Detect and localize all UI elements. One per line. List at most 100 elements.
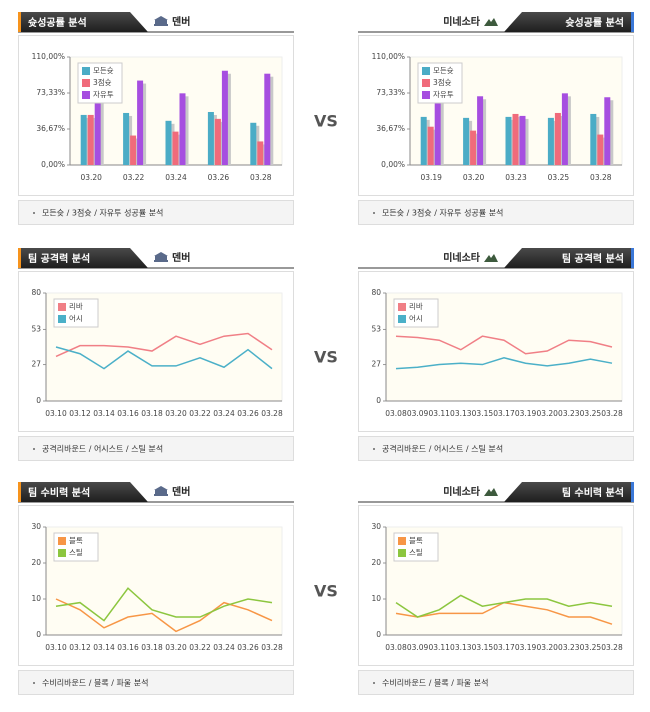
bar — [463, 117, 470, 165]
y-tick-label: 10 — [371, 594, 381, 603]
bar — [590, 113, 597, 165]
y-tick-label: 0 — [36, 396, 41, 405]
bar — [427, 126, 434, 165]
header-accent — [631, 482, 634, 502]
x-tick-label: 03.25 — [580, 643, 602, 652]
y-tick-label: 0,00% — [41, 160, 65, 169]
x-tick-label: 03.13 — [450, 409, 472, 418]
x-tick-label: 03.08 — [385, 643, 407, 652]
team-name: 미네소타 — [443, 15, 481, 28]
caption-bullet — [33, 212, 35, 214]
bar — [561, 93, 568, 165]
legend-label: 블록 — [409, 536, 423, 545]
team-icon — [154, 16, 168, 26]
x-tick-label: 03.14 — [93, 409, 115, 418]
header-tab — [504, 12, 634, 32]
vs-label: VS — [314, 112, 338, 131]
line-series — [55, 587, 273, 622]
bar — [221, 70, 228, 165]
x-tick-label: 03.24 — [165, 173, 187, 182]
x-tick-label: 03.17 — [493, 409, 515, 418]
y-tick-label: 0,00% — [381, 160, 405, 169]
line-series — [55, 346, 273, 370]
y-tick-label: 53 — [31, 324, 41, 333]
legend-swatch — [422, 91, 430, 99]
bar — [179, 93, 186, 165]
x-tick-label: 03.20 — [536, 643, 558, 652]
bar — [505, 116, 512, 165]
x-tick-label: 03.28 — [261, 643, 283, 652]
x-tick-label: 03.22 — [189, 643, 211, 652]
x-tick-label: 03.26 — [237, 643, 259, 652]
legend-swatch — [58, 537, 66, 545]
bar — [420, 116, 427, 165]
team-icon — [484, 488, 498, 496]
legend-swatch — [82, 91, 90, 99]
legend-label: 리바 — [69, 301, 83, 311]
legend-label: 모든슛 — [433, 66, 454, 75]
caption-bullet — [373, 448, 375, 450]
header-accent — [18, 248, 21, 268]
caption-bullet — [33, 682, 35, 684]
team-icon — [154, 252, 168, 262]
x-tick-label: 03.13 — [450, 643, 472, 652]
panel-title: 팀 공격력 분석 — [562, 252, 624, 265]
x-tick-label: 03.25 — [580, 409, 602, 418]
bar — [554, 112, 561, 165]
x-tick-label: 03.20 — [165, 409, 187, 418]
x-tick-label: 03.28 — [601, 409, 623, 418]
bar — [519, 115, 526, 165]
panel-title: 팀 공격력 분석 — [28, 252, 90, 265]
y-tick-label: 110,00% — [32, 52, 65, 61]
y-tick-label: 36,67% — [36, 124, 65, 133]
x-tick-label: 03.11 — [428, 409, 450, 418]
caption-bullet — [33, 448, 35, 450]
team-name: 덴버 — [172, 485, 190, 498]
x-tick-label: 03.22 — [123, 173, 145, 182]
caption: 모든슛 / 3점슛 / 자유투 성공률 분석 — [42, 208, 163, 218]
bar — [87, 114, 94, 165]
legend-label: 리바 — [409, 301, 423, 311]
legend-label: 모든슛 — [93, 66, 114, 75]
team-name: 덴버 — [172, 251, 190, 264]
legend-swatch — [398, 303, 406, 311]
bar — [547, 117, 554, 165]
header-accent — [18, 12, 21, 32]
y-tick-label: 80 — [371, 288, 381, 297]
x-tick-label: 03.18 — [141, 643, 163, 652]
y-tick-label: 10 — [31, 594, 41, 603]
header-accent — [631, 12, 634, 32]
x-tick-label: 03.10 — [45, 409, 67, 418]
x-tick-label: 03.12 — [69, 643, 91, 652]
team-icon — [154, 486, 168, 496]
x-tick-label: 03.24 — [213, 643, 235, 652]
team-icon — [484, 254, 498, 262]
bar — [172, 131, 179, 165]
team-name: 미네소타 — [443, 485, 481, 498]
y-tick-label: 53 — [371, 324, 381, 333]
x-tick-label: 03.22 — [189, 409, 211, 418]
x-tick-label: 03.20 — [80, 173, 102, 182]
team-name: 덴버 — [172, 15, 190, 28]
x-tick-label: 03.26 — [208, 173, 230, 182]
x-tick-label: 03.16 — [117, 409, 139, 418]
bar — [94, 78, 101, 165]
y-tick-label: 0 — [376, 630, 381, 639]
y-tick-label: 73,33% — [36, 88, 65, 97]
bar — [165, 120, 172, 165]
header-tab — [504, 482, 634, 502]
caption: 공격리바운드 / 어시스트 / 스틸 분석 — [382, 444, 503, 454]
x-tick-label: 03.15 — [472, 643, 494, 652]
y-tick-label: 73,33% — [376, 88, 405, 97]
x-tick-label: 03.23 — [558, 409, 580, 418]
bar — [80, 114, 87, 165]
bar — [257, 141, 264, 165]
legend-label: 스틸 — [409, 548, 423, 557]
x-tick-label: 03.09 — [407, 643, 429, 652]
x-tick-label: 03.17 — [493, 643, 515, 652]
caption: 공격리바운드 / 어시스트 / 스틸 분석 — [42, 444, 163, 454]
legend-label: 3점슛 — [93, 77, 112, 87]
y-tick-label: 20 — [31, 558, 41, 567]
bar — [123, 112, 130, 165]
y-tick-label: 27 — [371, 360, 381, 369]
